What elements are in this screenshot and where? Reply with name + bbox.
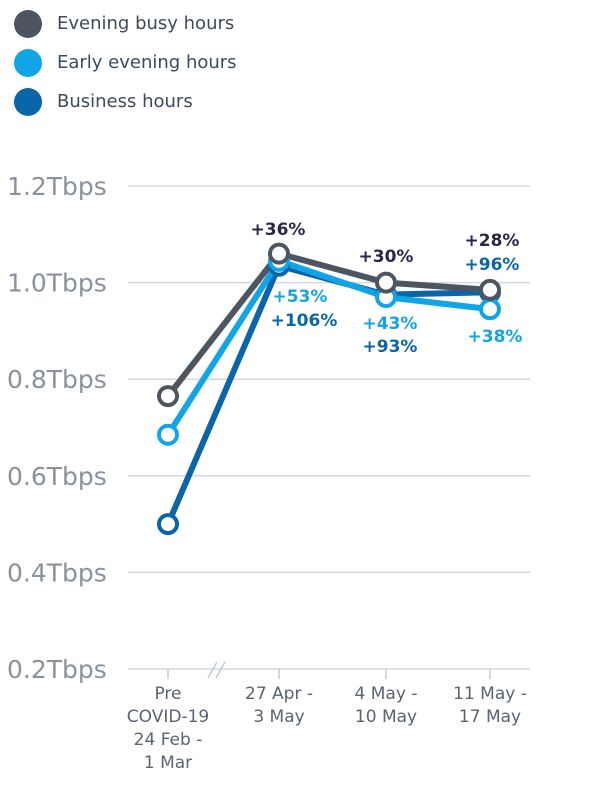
series-line (165, 250, 493, 400)
data-label: +38% (468, 327, 523, 347)
data-label: +43% (363, 314, 418, 334)
legend-item-business: Business hours (14, 82, 237, 121)
series-line (165, 257, 493, 438)
x-tick-label: 11 May -17 May (453, 684, 527, 727)
data-point (268, 242, 290, 265)
data-label: +28% (465, 231, 520, 251)
y-tick-label: 0.4Tbps (7, 558, 107, 587)
data-point (157, 385, 179, 408)
legend-swatch-evening-busy (14, 9, 42, 38)
y-tick-label: 0.2Tbps (7, 655, 107, 684)
data-label: +106% (271, 311, 338, 331)
data-label: +93% (363, 337, 418, 357)
data-point (479, 278, 501, 301)
y-tick-label: 0.6Tbps (7, 462, 107, 491)
legend-label-early-evening: Early evening hours (57, 52, 237, 73)
x-tick-label: 27 Apr -3 May (245, 684, 313, 727)
legend-swatch-early-evening (14, 48, 42, 77)
data-point (157, 423, 179, 446)
x-tick-label: Pre COVID-19 24 Feb -1 Mar (127, 684, 209, 773)
y-tick-label: 1.0Tbps (7, 269, 107, 298)
legend-item-evening-busy: Evening busy hours (14, 4, 237, 43)
data-point (375, 271, 397, 294)
data-label: +53% (273, 287, 328, 307)
legend-label-evening-busy: Evening busy hours (57, 13, 235, 34)
legend: Evening busy hours Early evening hours B… (14, 4, 237, 121)
axis-break-mark (207, 661, 218, 679)
data-label: +30% (359, 247, 414, 267)
y-tick-label: 1.2Tbps (7, 172, 107, 201)
legend-item-early-evening: Early evening hours (14, 43, 237, 82)
y-tick-label: 0.8Tbps (7, 365, 107, 394)
axis-break-mark (215, 661, 226, 679)
data-point (479, 298, 501, 321)
legend-swatch-business (14, 87, 42, 116)
legend-label-business: Business hours (57, 91, 193, 112)
data-label: +36% (251, 220, 306, 240)
x-tick-label: 4 May -10 May (355, 684, 418, 727)
data-label: +96% (465, 255, 520, 275)
data-point (157, 513, 179, 536)
